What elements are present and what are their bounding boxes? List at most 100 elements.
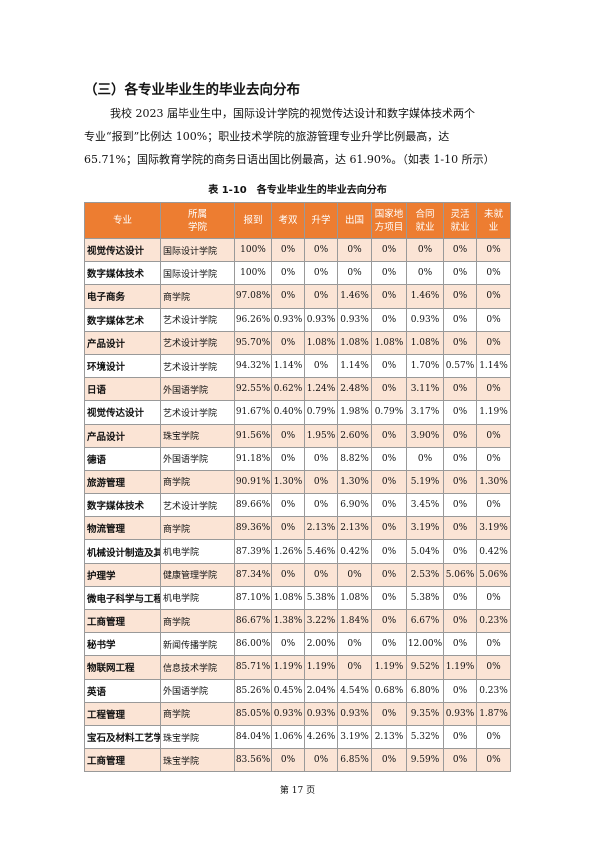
table-cell: 外国语学院 [160, 446, 235, 471]
table-cell: 5.38% [304, 585, 338, 611]
table-cell: 1.08% [406, 330, 444, 355]
table-cell: 0% [476, 261, 511, 286]
table-cell: 0% [304, 261, 338, 286]
header-cell: 专业 [84, 202, 161, 239]
table-cell: 0% [443, 446, 477, 471]
table-cell: 0% [443, 330, 477, 355]
table-cell: 0% [443, 377, 477, 402]
table-cell: 0.42% [476, 539, 511, 564]
table-cell: 0% [476, 748, 511, 773]
table-cell: 0.93% [304, 307, 338, 332]
table-cell: 0% [443, 516, 477, 541]
table-cell: 1.30% [271, 469, 305, 495]
table-cell: 0% [271, 562, 305, 587]
table-cell: 0% [371, 446, 407, 471]
table-cell: 0.93% [271, 701, 305, 726]
table-cell: 5.04% [406, 539, 444, 564]
table-cell: 0% [406, 261, 444, 286]
table-row: 护理学 健康管理学院 87.34% 0% 0% 0% 0% 2.53% 5.06% 5.06% [84, 562, 511, 587]
table-cell: 2.13% [304, 516, 338, 541]
table-cell: 数字媒体技术 [84, 261, 161, 286]
table-cell: 1.14% [271, 353, 305, 379]
table-cell: 1.30% [337, 469, 372, 495]
table-cell: 0% [304, 353, 338, 379]
table-cell: 秘书学 [84, 632, 161, 657]
table-cell: 0% [371, 748, 407, 773]
table-cell: 0% [337, 261, 372, 286]
table-cell: 5.32% [406, 724, 444, 750]
table-cell: 94.32% [234, 353, 272, 379]
table-cell: 商学院 [160, 284, 235, 309]
table-cell: 91.67% [234, 400, 272, 425]
table-cell: 4.54% [337, 678, 372, 703]
table-cell: 8.82% [337, 446, 372, 471]
table-cell: 2.48% [337, 377, 372, 402]
table-cell: 1.70% [406, 353, 444, 379]
paragraph-line: 专业“报到”比例达 100%；职业技术学院的旅游管理专业升学比例最高，达 [84, 130, 450, 143]
table-cell: 环境设计 [84, 353, 161, 379]
table-cell: 0% [337, 632, 372, 657]
table-cell: 1.08% [337, 330, 372, 355]
page-number: 第 17 页 [279, 786, 316, 796]
table-cell: 0% [443, 585, 477, 611]
table-cell: 1.06% [271, 724, 305, 750]
table-cell: 0% [304, 446, 338, 471]
header-cell: 所属 学院 [160, 202, 235, 239]
table-cell: 0% [476, 632, 511, 657]
table-cell: 微电子科学与工程 [84, 585, 161, 611]
table-cell: 86.00% [234, 632, 272, 657]
table-row: 工商管理 珠宝学院 83.56% 0% 0% 6.85% 0% 9.59% 0% 0% [84, 748, 511, 773]
table-row: 数字媒体技术 艺术设计学院 89.66% 0% 0% 6.90% 0% 3.45% 0% 0% [84, 493, 511, 518]
table-cell: 0% [371, 701, 407, 726]
header-line: 未就 [483, 208, 503, 220]
table-cell: 0% [337, 562, 372, 587]
table-cell: 1.95% [304, 423, 338, 448]
table-cell: 5.19% [406, 469, 444, 495]
table-cell: 0% [371, 353, 407, 379]
table-cell: 0.93% [406, 307, 444, 332]
table-cell: 0% [443, 539, 477, 564]
table-cell: 0% [443, 261, 477, 286]
table-cell: 工商管理 [84, 748, 161, 773]
table-cell: 3.19% [337, 724, 372, 750]
header-line: 学院 [187, 221, 207, 233]
table-row: 秘书学 新闻传播学院 86.00% 0% 2.00% 0% 0% 12.00% 0% 0% [84, 632, 511, 657]
table-cell: 2.60% [337, 423, 372, 448]
table-row: 物流管理 商学院 89.36% 0% 2.13% 2.13% 0% 3.19% 0% 3.19% [84, 516, 511, 541]
table-cell: 95.70% [234, 330, 272, 355]
table-cell: 5.38% [406, 585, 444, 611]
table-cell: 0% [304, 469, 338, 495]
table-cell: 1.14% [337, 353, 372, 379]
table-row: 微电子科学与工程 机电学院 87.10% 1.08% 5.38% 1.08% 0% 5.38%… [84, 585, 511, 611]
table-cell: 5.46% [304, 539, 338, 564]
table-cell: 0% [443, 748, 477, 773]
table-cell: 工商管理 [84, 608, 161, 634]
table-cell: 1.19% [443, 655, 477, 680]
table-cell: 机械设计制造及其自动化 [84, 539, 161, 564]
table-cell: 视觉传达设计 [84, 400, 161, 425]
table-cell: 艺术设计学院 [160, 493, 235, 518]
table-cell: 6.85% [337, 748, 372, 773]
header-line: 合同 [415, 208, 435, 220]
table-cell: 1.19% [271, 655, 305, 680]
table-cell: 6.67% [406, 608, 444, 634]
table-cell: 6.80% [406, 678, 444, 703]
table-row: 英语 外国语学院 85.26% 0.45% 2.04% 4.54% 0.68% 6.80% 0%… [84, 678, 511, 703]
table-cell: 0% [371, 307, 407, 332]
table-row: 工商管理 商学院 86.67% 1.38% 3.22% 1.84% 0% 6.67% 0% 0.2… [84, 608, 511, 634]
table-cell: 0.93% [443, 701, 477, 726]
table-cell: 0.23% [476, 608, 511, 634]
paragraph-line: 65.71%；国际教育学院的商务日语出国比例最高，达 61.90%。（如表 1-… [84, 153, 495, 166]
table-cell: 机电学院 [160, 585, 235, 611]
table-cell: 0% [371, 516, 407, 541]
table-row: 视觉传达设计 艺术设计学院 91.67% 0.40% 0.79% 1.98% 0.79% 3.… [84, 400, 511, 425]
table-row: 物联网工程 信息技术学院 85.71% 1.19% 1.19% 0% 1.19% 9.52% 1… [84, 655, 511, 680]
table-cell: 0% [371, 423, 407, 448]
header-line: 就业 [415, 221, 435, 233]
table-caption: 表 1-10 各专业毕业生的毕业去向分布 [208, 185, 387, 196]
table-cell: 0% [443, 423, 477, 448]
table-cell: 87.39% [234, 539, 272, 564]
table-cell: 97.08% [234, 284, 272, 309]
table-cell: 0.93% [271, 307, 305, 332]
table-cell: 0% [371, 539, 407, 564]
